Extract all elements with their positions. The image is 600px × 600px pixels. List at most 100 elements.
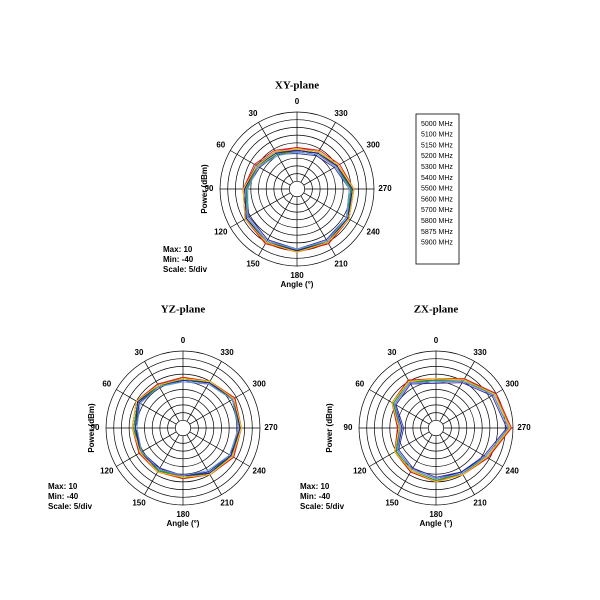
angle-label: 180 <box>429 510 443 519</box>
series-line <box>395 382 508 478</box>
y-axis-label: Power (dBm) <box>87 403 96 453</box>
angle-label: 180 <box>176 510 190 519</box>
note: Max: 10 <box>300 482 330 491</box>
spoke <box>116 431 177 467</box>
legend-entry: 5600 MHz <box>421 196 453 203</box>
y-axis-label: Power (dBm) <box>325 403 334 453</box>
angle-label: 150 <box>246 259 260 268</box>
legend-entry: 5300 MHz <box>421 164 453 171</box>
angle-label: 120 <box>353 467 367 476</box>
note: Min: -40 <box>300 492 331 501</box>
angle-label: 30 <box>249 109 258 118</box>
spoke <box>397 434 433 495</box>
spoke <box>116 389 177 425</box>
angle-label: 120 <box>214 228 228 237</box>
legend-entry: 5800 MHz <box>421 218 453 225</box>
spoke <box>186 361 222 422</box>
spoke <box>442 431 503 467</box>
angle-label: 240 <box>367 228 381 237</box>
spoke <box>258 122 294 183</box>
angle-label: 60 <box>216 141 225 150</box>
angle-label: 270 <box>378 184 392 193</box>
note: Max: 10 <box>163 245 193 254</box>
angle-label: 90 <box>205 184 214 193</box>
spoke <box>258 195 294 256</box>
series-line <box>131 378 242 478</box>
spoke <box>303 192 364 228</box>
legend-entry: 5700 MHz <box>421 207 453 214</box>
spoke <box>397 361 433 422</box>
spoke <box>144 361 180 422</box>
angle-label: 60 <box>355 380 364 389</box>
note: Scale: 5/div <box>48 502 93 511</box>
spoke <box>230 150 291 186</box>
note: Scale: 5/div <box>300 502 345 511</box>
x-axis-label: Angle (°) <box>167 519 200 528</box>
angle-label: 240 <box>253 467 267 476</box>
spoke <box>300 122 336 183</box>
note: Min: -40 <box>48 492 79 501</box>
spoke <box>369 389 430 425</box>
angle-label: 270 <box>264 423 278 432</box>
angle-label: 120 <box>100 467 114 476</box>
series-line <box>391 378 511 483</box>
angle-label: 210 <box>334 259 348 268</box>
note: Scale: 5/div <box>163 265 208 274</box>
note: Min: -40 <box>163 255 194 264</box>
angle-label: 30 <box>388 348 397 357</box>
angle-label: 0 <box>295 97 300 106</box>
angle-label: 60 <box>102 380 111 389</box>
grid-ring <box>427 419 445 437</box>
spoke <box>300 195 336 256</box>
legend-entry: 5500 MHz <box>421 186 453 193</box>
series-line <box>247 151 350 250</box>
angle-label: 90 <box>91 423 100 432</box>
angle-label: 30 <box>135 348 144 357</box>
angle-label: 150 <box>385 498 399 507</box>
spoke <box>189 431 250 467</box>
chart-title: ZX-plane <box>414 304 459 316</box>
legend-entry: 5200 MHz <box>421 153 453 160</box>
series-line <box>136 381 239 477</box>
x-axis-label: Angle (°) <box>420 519 453 528</box>
grid-ring <box>174 419 192 437</box>
angle-label: 300 <box>367 141 381 150</box>
spoke <box>230 192 291 228</box>
grid-ring <box>288 180 306 198</box>
angle-label: 210 <box>220 498 234 507</box>
chart-title: YZ-plane <box>161 304 206 316</box>
legend-entry: 5875 MHz <box>421 229 453 236</box>
legend-entry: 5100 MHz <box>421 132 453 139</box>
spoke <box>186 434 222 495</box>
angle-label: 150 <box>132 498 146 507</box>
angle-label: 0 <box>434 336 439 345</box>
angle-label: 300 <box>253 380 267 389</box>
angle-label: 210 <box>473 498 487 507</box>
angle-label: 330 <box>473 348 487 357</box>
spoke <box>439 434 475 495</box>
spoke <box>303 150 364 186</box>
angle-label: 330 <box>220 348 234 357</box>
legend-box <box>415 113 460 265</box>
y-axis-label: Power (dBm) <box>200 164 209 214</box>
legend-entry: 5900 MHz <box>421 240 453 247</box>
legend-entry: 5150 MHz <box>421 142 453 149</box>
x-axis-label: Angle (°) <box>281 280 314 289</box>
angle-label: 300 <box>506 380 520 389</box>
chart-title: XY-plane <box>275 80 319 92</box>
legend-entry: 5400 MHz <box>421 175 453 182</box>
angle-label: 270 <box>517 423 531 432</box>
spoke <box>189 389 250 425</box>
spoke <box>369 431 430 467</box>
spoke <box>439 361 475 422</box>
legend-entry: 5000 MHz <box>421 121 453 128</box>
spoke <box>442 389 503 425</box>
angle-label: 180 <box>290 271 304 280</box>
angle-label: 0 <box>181 336 186 345</box>
angle-label: 330 <box>334 109 348 118</box>
angle-label: 240 <box>506 467 520 476</box>
note: Max: 10 <box>48 482 78 491</box>
angle-label: 90 <box>344 423 353 432</box>
series-line <box>242 148 355 253</box>
